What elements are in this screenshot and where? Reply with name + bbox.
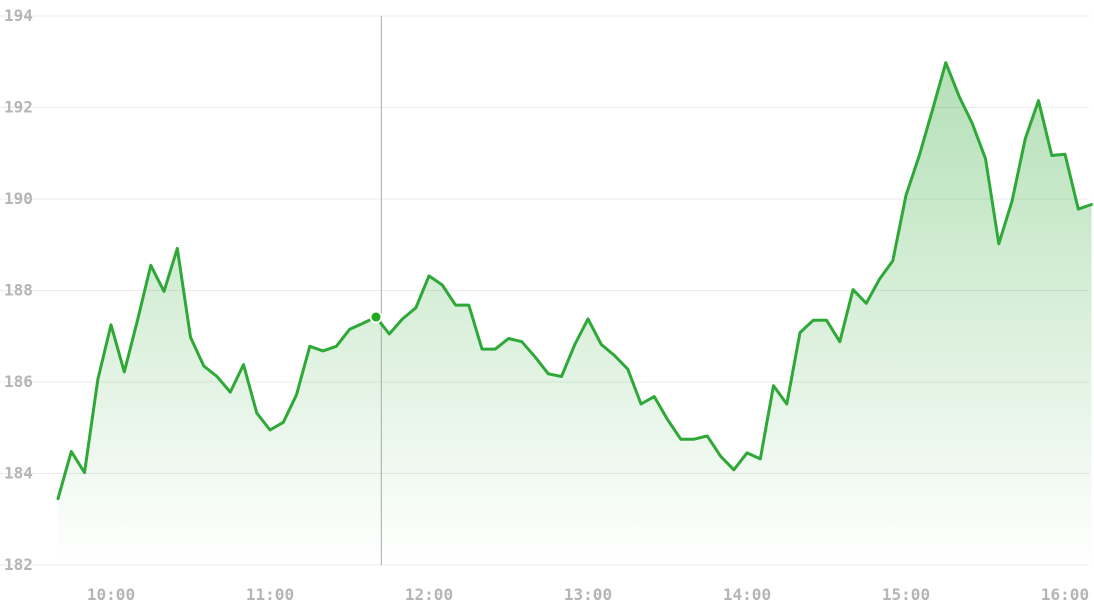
data-point: [732, 468, 736, 472]
data-point: [493, 347, 497, 351]
data-point: [520, 340, 524, 344]
data-point: [772, 384, 776, 388]
data-point: [679, 437, 683, 441]
data-point: [189, 335, 193, 339]
data-point: [215, 375, 219, 379]
x-tick-label: 13:00: [564, 585, 612, 604]
data-point: [533, 355, 537, 359]
data-point: [586, 317, 590, 321]
data-point: [904, 193, 908, 197]
data-point: [401, 317, 405, 321]
data-point: [268, 428, 272, 432]
data-point: [1076, 207, 1080, 211]
data-point: [639, 402, 643, 406]
data-point: [626, 367, 630, 371]
x-tick-label: 10:00: [87, 585, 135, 604]
data-point: [175, 246, 179, 250]
data-point: [387, 332, 391, 336]
data-point: [917, 154, 921, 158]
data-point: [864, 301, 868, 305]
data-point: [957, 94, 961, 98]
data-point: [334, 344, 338, 348]
data-point: [83, 471, 87, 475]
data-point: [255, 411, 259, 415]
x-tick-label: 11:00: [246, 585, 294, 604]
x-tick-label: 16:00: [1041, 585, 1089, 604]
data-point: [1063, 152, 1067, 156]
data-point: [1010, 199, 1014, 203]
data-point: [970, 122, 974, 126]
y-tick-label: 182: [4, 555, 33, 574]
data-point: [878, 277, 882, 281]
x-axis: 10:00 11:00 12:00 13:00 14:00 15:00 16:00: [87, 585, 1089, 604]
y-tick-label: 192: [4, 98, 33, 117]
data-point: [666, 418, 670, 422]
data-point: [149, 263, 153, 267]
data-point: [69, 450, 73, 454]
data-point: [798, 331, 802, 335]
data-point: [136, 318, 140, 322]
data-point: [984, 157, 988, 161]
data-point: [308, 344, 312, 348]
data-point: [719, 454, 723, 458]
data-point: [705, 434, 709, 438]
y-tick-label: 190: [4, 189, 33, 208]
data-point: [785, 402, 789, 406]
data-point: [427, 274, 431, 278]
price-area: [58, 62, 1092, 565]
data-point: [440, 283, 444, 287]
data-point: [652, 395, 656, 399]
data-point: [891, 259, 895, 263]
y-tick-label: 184: [4, 464, 33, 483]
y-tick-label: 188: [4, 281, 33, 300]
data-point: [228, 390, 232, 394]
data-point: [162, 289, 166, 293]
data-point: [546, 372, 550, 376]
data-point: [242, 363, 246, 367]
data-point: [692, 437, 696, 441]
data-point: [560, 375, 564, 379]
data-point: [295, 393, 299, 397]
data-point: [56, 497, 60, 501]
data-point: [1090, 203, 1094, 207]
data-point: [507, 337, 511, 341]
x-tick-label: 15:00: [882, 585, 930, 604]
data-point: [122, 370, 126, 374]
data-point: [1050, 154, 1054, 158]
price-line: [56, 61, 1093, 501]
data-point: [202, 364, 206, 368]
data-point: [758, 457, 762, 461]
data-point: [321, 349, 325, 353]
data-point: [931, 108, 935, 112]
data-point: [109, 323, 113, 327]
data-point: [944, 61, 948, 65]
data-point: [573, 343, 577, 347]
y-axis: 182 184 186 188 190 192 194: [4, 6, 33, 574]
x-tick-label: 14:00: [723, 585, 771, 604]
data-point: [1037, 99, 1041, 103]
data-point: [811, 318, 815, 322]
data-point: [838, 340, 842, 344]
data-point: [348, 327, 352, 331]
data-point: [361, 321, 365, 325]
data-point: [825, 318, 829, 322]
data-point: [467, 303, 471, 307]
y-tick-label: 194: [4, 6, 33, 25]
data-point: [454, 303, 458, 307]
data-point: [414, 306, 418, 310]
data-point: [599, 343, 603, 347]
hover-marker[interactable]: [369, 310, 383, 324]
y-tick-label: 186: [4, 372, 33, 391]
data-point: [96, 378, 100, 382]
data-point: [1023, 137, 1027, 141]
data-point: [997, 242, 1001, 246]
data-point: [480, 347, 484, 351]
x-tick-label: 12:00: [405, 585, 453, 604]
data-point: [281, 420, 285, 424]
data-point: [851, 288, 855, 292]
data-point: [745, 451, 749, 455]
data-point: [613, 354, 617, 358]
